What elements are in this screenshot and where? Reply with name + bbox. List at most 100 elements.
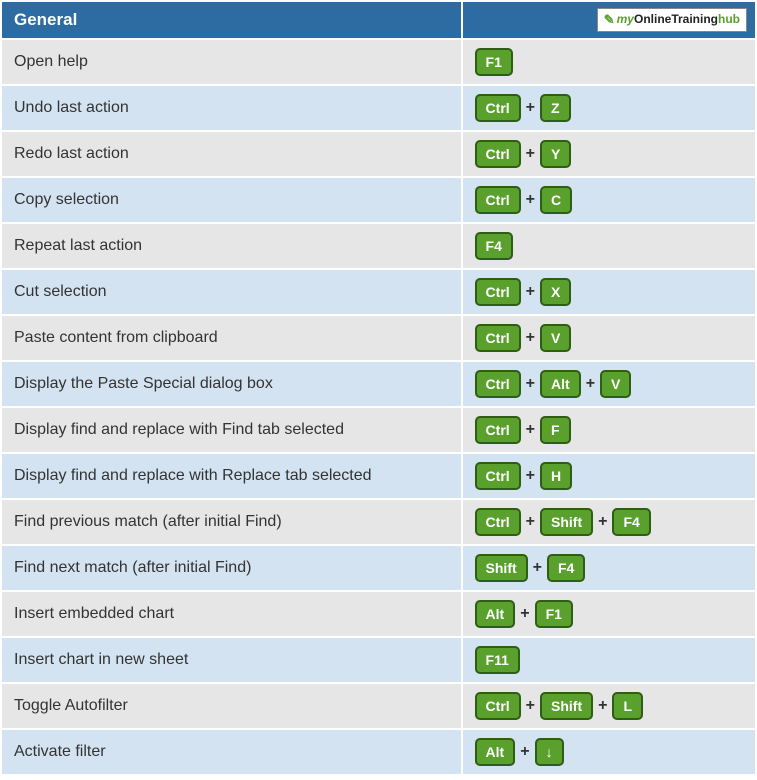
table-row: Display find and replace with Find tab s… [1, 407, 756, 453]
keycap: F4 [612, 508, 650, 536]
keycap: Ctrl [475, 324, 521, 352]
keycap: F11 [475, 646, 520, 674]
keycap: F [540, 416, 571, 444]
table-row: Find previous match (after initial Find)… [1, 499, 756, 545]
table-row: Activate filter Alt+↓ [1, 729, 756, 775]
logo-swoosh-icon: ✎ [604, 12, 615, 28]
keycap: X [540, 278, 571, 306]
keys-wrap: Ctrl+F [475, 416, 743, 444]
header-title: General [1, 1, 462, 39]
shortcut-keys-cell: F4 [462, 223, 756, 269]
keys-wrap: Alt+↓ [475, 738, 743, 766]
table-row: Cut selection Ctrl+X [1, 269, 756, 315]
shortcut-keys-cell: F11 [462, 637, 756, 683]
keycap: Alt [475, 738, 516, 766]
key-separator: + [521, 375, 540, 393]
keycap: Shift [540, 692, 593, 720]
shortcut-description: Insert embedded chart [1, 591, 462, 637]
keys-wrap: F4 [475, 232, 743, 260]
key-separator: + [521, 697, 540, 715]
keycap: Shift [540, 508, 593, 536]
shortcut-description: Activate filter [1, 729, 462, 775]
table-row: Paste content from clipboardCtrl+V [1, 315, 756, 361]
shortcut-description: Cut selection [1, 269, 462, 315]
keycap: V [540, 324, 571, 352]
key-separator: + [581, 375, 600, 393]
table-row: Copy selectionCtrl+C [1, 177, 756, 223]
keycap: ↓ [535, 738, 564, 766]
keycap: Alt [540, 370, 581, 398]
shortcut-keys-cell: Ctrl+Shift+L [462, 683, 756, 729]
keycap: Ctrl [475, 462, 521, 490]
shortcut-keys-cell: Alt+F1 [462, 591, 756, 637]
table-row: Insert chart in new sheet F11 [1, 637, 756, 683]
shortcut-keys-cell: Ctrl+Shift+F4 [462, 499, 756, 545]
keys-wrap: Alt+F1 [475, 600, 743, 628]
table-row: Toggle AutofilterCtrl+Shift+L [1, 683, 756, 729]
keycap: Ctrl [475, 692, 521, 720]
keys-wrap: F11 [475, 646, 743, 674]
shortcut-description: Toggle Autofilter [1, 683, 462, 729]
keycap: Ctrl [475, 508, 521, 536]
shortcut-keys-cell: Ctrl+Y [462, 131, 756, 177]
key-separator: + [528, 559, 547, 577]
table-row: Find next match (after initial Find)Shif… [1, 545, 756, 591]
keycap: Z [540, 94, 571, 122]
key-separator: + [521, 329, 540, 347]
keycap: C [540, 186, 572, 214]
shortcut-description: Repeat last action [1, 223, 462, 269]
key-separator: + [521, 99, 540, 117]
keys-wrap: Ctrl+X [475, 278, 743, 306]
table-header-row: General ✎myOnlineTraininghub [1, 1, 756, 39]
shortcut-keys-cell: Ctrl+F [462, 407, 756, 453]
shortcut-description: Display find and replace with Find tab s… [1, 407, 462, 453]
keys-wrap: F1 [475, 48, 743, 76]
shortcut-keys-cell: Ctrl+C [462, 177, 756, 223]
table-row: Undo last action Ctrl+Z [1, 85, 756, 131]
key-separator: + [515, 605, 534, 623]
shortcuts-table: General ✎myOnlineTraininghub Open helpF1… [0, 0, 757, 776]
shortcut-keys-cell: Ctrl+Z [462, 85, 756, 131]
key-separator: + [521, 191, 540, 209]
key-separator: + [515, 743, 534, 761]
shortcut-description: Redo last action [1, 131, 462, 177]
logo-part-training: Training [671, 12, 718, 26]
shortcut-description: Display the Paste Special dialog box [1, 361, 462, 407]
keycap: Ctrl [475, 186, 521, 214]
key-separator: + [521, 283, 540, 301]
shortcut-keys-cell: F1 [462, 39, 756, 85]
keys-wrap: Ctrl+H [475, 462, 743, 490]
shortcut-description: Display find and replace with Replace ta… [1, 453, 462, 499]
shortcut-description: Copy selection [1, 177, 462, 223]
shortcut-description: Undo last action [1, 85, 462, 131]
shortcut-description: Insert chart in new sheet [1, 637, 462, 683]
table-row: Display find and replace with Replace ta… [1, 453, 756, 499]
shortcut-keys-cell: Alt+↓ [462, 729, 756, 775]
shortcut-keys-cell: Ctrl+H [462, 453, 756, 499]
key-separator: + [593, 513, 612, 531]
keys-wrap: Ctrl+Z [475, 94, 743, 122]
keycap: L [612, 692, 643, 720]
shortcut-keys-cell: Ctrl+V [462, 315, 756, 361]
shortcut-keys-cell: Ctrl+Alt+V [462, 361, 756, 407]
key-separator: + [521, 421, 540, 439]
logo-part-hub: hub [718, 12, 740, 26]
key-separator: + [521, 467, 540, 485]
table-row: Display the Paste Special dialog box Ctrl… [1, 361, 756, 407]
keys-wrap: Ctrl+Shift+L [475, 692, 743, 720]
keys-wrap: Shift+F4 [475, 554, 743, 582]
table-row: Redo last actionCtrl+Y [1, 131, 756, 177]
key-separator: + [521, 513, 540, 531]
keycap: F4 [547, 554, 585, 582]
keys-wrap: Ctrl+Alt+V [475, 370, 743, 398]
keycap: H [540, 462, 572, 490]
key-separator: + [521, 145, 540, 163]
shortcut-description: Find previous match (after initial Find) [1, 499, 462, 545]
keys-wrap: Ctrl+V [475, 324, 743, 352]
keycap: Ctrl [475, 140, 521, 168]
keycap: Alt [475, 600, 516, 628]
key-separator: + [593, 697, 612, 715]
keycap: Ctrl [475, 416, 521, 444]
header-logo-cell: ✎myOnlineTraininghub [462, 1, 756, 39]
table-row: Repeat last action F4 [1, 223, 756, 269]
